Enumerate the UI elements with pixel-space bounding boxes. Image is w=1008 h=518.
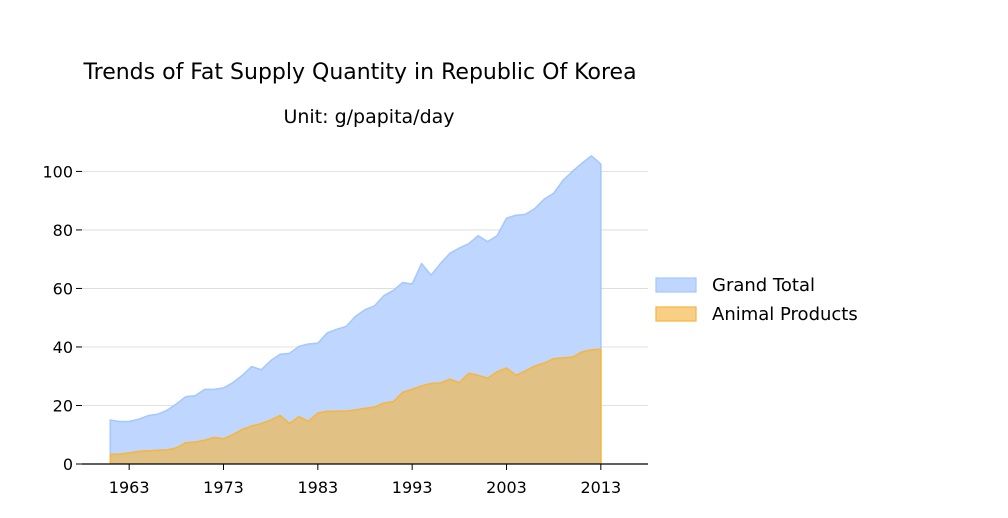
y-tick-label: 0 [63,455,73,474]
legend-swatch [655,306,697,322]
x-tick-label: 1983 [297,478,338,497]
area-series [109,155,602,465]
x-tick-label: 2013 [580,478,621,497]
axes: 0 20 40 60 80 100 1963 1973 1983 1993 2003 2013 [42,162,648,497]
legend-label: Animal Products [712,304,858,325]
legend-swatch [655,277,697,293]
y-tick-label: 80 [53,221,73,240]
x-tick-label: 1963 [109,478,150,497]
x-tick-label: 1993 [392,478,433,497]
chart-subtitle: Unit: g/papita/day [283,106,455,128]
y-tick-label: 100 [42,162,73,181]
y-tick-label: 20 [53,396,73,415]
chart-title: Trends of Fat Supply Quantity in Republi… [83,60,637,85]
y-tick-label: 60 [53,279,73,298]
x-tick-label: 1973 [203,478,244,497]
y-tick-label: 40 [53,338,73,357]
x-tick-label: 2003 [486,478,527,497]
legend[interactable]: Grand Total Animal Products [655,275,858,325]
line-animal-products [109,348,602,465]
legend-label: Grand Total [712,275,815,296]
line-grand-total [109,155,602,465]
